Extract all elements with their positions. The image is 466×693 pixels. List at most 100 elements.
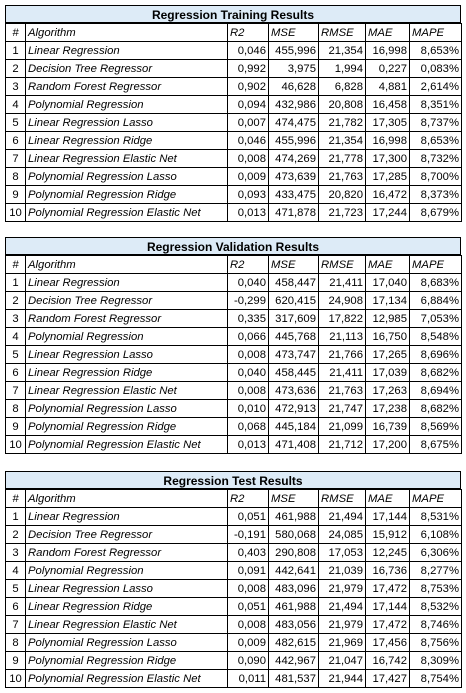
cell-rmse: 24,085 <box>318 525 366 544</box>
table-title: Regression Validation Results <box>5 237 461 255</box>
cell-algorithm: Linear Regression Ridge <box>25 363 228 382</box>
table-row: 6 Linear Regression Ridge 0,051 461,988 21,4… <box>5 597 462 616</box>
cell-rmse: 21,039 <box>318 561 366 580</box>
cell-mse: 46,628 <box>268 77 319 96</box>
cell-rmse: 21,099 <box>318 417 366 436</box>
cell-rmse: 20,808 <box>318 95 366 114</box>
table-row: 10 Polynomial Regression Elastic Net 0,013… <box>5 435 462 454</box>
table-row: 1 Linear Regression 0,040 458,447 21,411 17,0… <box>5 273 462 292</box>
test-results-table: Regression Test Results # Algorithm R2 MSE R… <box>5 471 462 688</box>
cell-mse: 3,975 <box>268 59 319 78</box>
table-row: 8 Polynomial Regression Lasso 0,010 472,913… <box>5 399 462 418</box>
cell-index: 3 <box>5 309 26 328</box>
cell-algorithm: Linear Regression Lasso <box>25 345 228 364</box>
cell-mape: 8,531% <box>409 507 462 526</box>
cell-r2: 0,051 <box>227 597 269 616</box>
cell-algorithm: Polynomial Regression <box>25 561 228 580</box>
column-header-index: # <box>5 255 26 274</box>
training-results-table: Regression Training Results # Algorithm R2… <box>5 5 462 222</box>
table-row: 8 Polynomial Regression Lasso 0,009 482,615… <box>5 633 462 652</box>
column-header-mse: MSE <box>268 23 319 42</box>
cell-mae: 17,456 <box>365 633 410 652</box>
validation-results-table: Regression Validation Results # Algorithm… <box>5 237 462 454</box>
table-row: 6 Linear Regression Ridge 0,046 455,996 21,3… <box>5 131 462 150</box>
cell-r2: 0,091 <box>227 561 269 580</box>
cell-mse: 317,609 <box>268 309 319 328</box>
table-row: 9 Polynomial Regression Ridge 0,093 433,475… <box>5 185 462 204</box>
table-row: 1 Linear Regression 0,051 461,988 21,494 17,1… <box>5 507 462 526</box>
cell-algorithm: Linear Regression Lasso <box>25 113 228 132</box>
cell-index: 7 <box>5 381 26 400</box>
cell-algorithm: Polynomial Regression Elastic Net <box>25 669 228 688</box>
cell-r2: 0,094 <box>227 95 269 114</box>
cell-mse: 473,639 <box>268 167 319 186</box>
cell-rmse: 6,828 <box>318 77 366 96</box>
cell-rmse: 21,494 <box>318 597 366 616</box>
cell-r2: 0,008 <box>227 381 269 400</box>
table-row: 9 Polynomial Regression Ridge 0,068 445,184… <box>5 417 462 436</box>
cell-r2: 0,066 <box>227 327 269 346</box>
cell-index: 10 <box>5 435 26 454</box>
cell-r2: 0,008 <box>227 615 269 634</box>
cell-index: 7 <box>5 149 26 168</box>
cell-index: 1 <box>5 41 26 60</box>
cell-rmse: 21,354 <box>318 131 366 150</box>
cell-rmse: 17,053 <box>318 543 366 562</box>
cell-mse: 473,636 <box>268 381 319 400</box>
column-header-mse: MSE <box>268 489 319 508</box>
cell-algorithm: Random Forest Regressor <box>25 77 228 96</box>
cell-rmse: 20,820 <box>318 185 366 204</box>
column-header-mse: MSE <box>268 255 319 274</box>
cell-mae: 17,285 <box>365 167 410 186</box>
cell-index: 1 <box>5 507 26 526</box>
column-header-index: # <box>5 489 26 508</box>
cell-r2: 0,090 <box>227 651 269 670</box>
cell-rmse: 21,969 <box>318 633 366 652</box>
cell-index: 10 <box>5 669 26 688</box>
table-row: 3 Random Forest Regressor 0,335 317,609 17,8… <box>5 309 462 328</box>
cell-mape: 8,756% <box>409 633 462 652</box>
cell-mape: 8,683% <box>409 273 462 292</box>
cell-mse: 461,988 <box>268 507 319 526</box>
cell-mape: 8,682% <box>409 363 462 382</box>
table-row: 10 Polynomial Regression Elastic Net 0,013… <box>5 203 462 222</box>
table-row: 3 Random Forest Regressor 0,403 290,808 17,0… <box>5 543 462 562</box>
cell-r2: 0,335 <box>227 309 269 328</box>
cell-mse: 461,988 <box>268 597 319 616</box>
table-row: 4 Polynomial Regression 0,091 442,641 21,039… <box>5 561 462 580</box>
cell-index: 8 <box>5 633 26 652</box>
cell-mae: 4,881 <box>365 77 410 96</box>
column-header-algorithm: Algorithm <box>25 489 228 508</box>
cell-mse: 472,913 <box>268 399 319 418</box>
cell-mape: 0,083% <box>409 59 462 78</box>
table-row: 1 Linear Regression 0,046 455,996 21,354 16,9… <box>5 41 462 60</box>
column-header-rmse: RMSE <box>318 489 366 508</box>
header-row: # Algorithm R2 MSE RMSE MAE MAPE <box>5 23 462 42</box>
cell-rmse: 21,763 <box>318 167 366 186</box>
cell-rmse: 21,494 <box>318 507 366 526</box>
cell-mae: 16,472 <box>365 185 410 204</box>
table-title: Regression Test Results <box>5 471 461 489</box>
cell-mape: 8,532% <box>409 597 462 616</box>
cell-rmse: 21,979 <box>318 579 366 598</box>
cell-mse: 455,996 <box>268 131 319 150</box>
cell-mae: 17,427 <box>365 669 410 688</box>
cell-algorithm: Polynomial Regression Ridge <box>25 651 228 670</box>
cell-mse: 481,537 <box>268 669 319 688</box>
cell-algorithm: Polynomial Regression Elastic Net <box>25 435 228 454</box>
cell-mse: 474,269 <box>268 149 319 168</box>
table-row: 10 Polynomial Regression Elastic Net 0,011… <box>5 669 462 688</box>
cell-r2: 0,013 <box>227 203 269 222</box>
cell-mae: 17,238 <box>365 399 410 418</box>
cell-mae: 16,458 <box>365 95 410 114</box>
table-row: 5 Linear Regression Lasso 0,008 473,747 21,7… <box>5 345 462 364</box>
cell-mape: 8,309% <box>409 651 462 670</box>
column-header-rmse: RMSE <box>318 23 366 42</box>
cell-index: 8 <box>5 167 26 186</box>
cell-rmse: 21,778 <box>318 149 366 168</box>
cell-rmse: 17,822 <box>318 309 366 328</box>
cell-mse: 482,615 <box>268 633 319 652</box>
cell-mape: 8,675% <box>409 435 462 454</box>
column-header-mae: MAE <box>365 23 410 42</box>
cell-algorithm: Random Forest Regressor <box>25 543 228 562</box>
